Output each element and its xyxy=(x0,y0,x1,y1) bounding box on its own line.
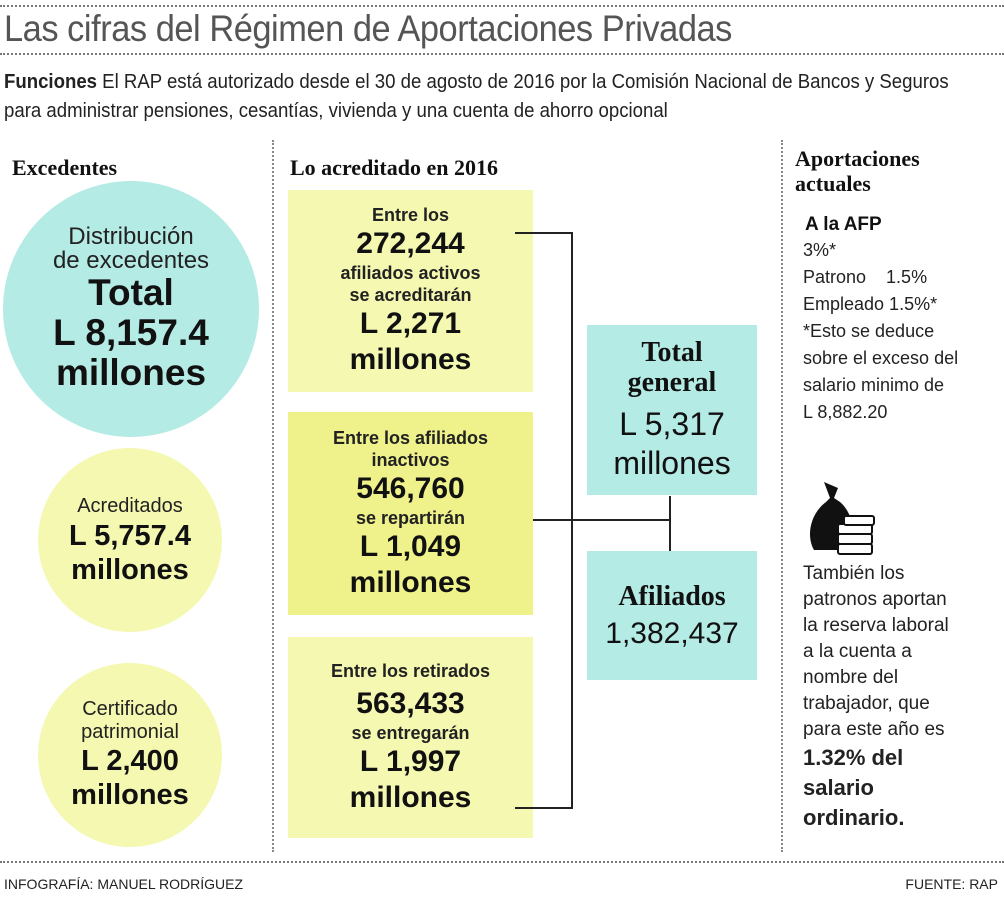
afp-line: salario minimo de xyxy=(803,375,945,395)
total-general-box: Total general L 5,317 millones xyxy=(587,325,757,495)
box-unit: millones xyxy=(349,565,472,599)
note-line: patronos aportan xyxy=(803,589,947,610)
note-highlight: salario xyxy=(803,775,874,800)
credit: INFOGRAFÍA: MANUEL RODRÍGUEZ xyxy=(4,876,244,892)
certificado-circle: Certificado patrimonial L 2,400 millones xyxy=(38,663,222,847)
total-label: Total xyxy=(88,272,174,313)
acreditados-unit: millones xyxy=(71,554,189,586)
certificado-label: patrimonial xyxy=(81,721,179,743)
connector-line xyxy=(669,496,671,551)
acreditado-heading: Lo acreditado en 2016 xyxy=(290,155,498,180)
certificado-amount: L 2,400 xyxy=(81,745,179,777)
box-count: 563,433 xyxy=(356,686,465,720)
activos-box: Entre los 272,244 afiliados activos se a… xyxy=(288,190,533,392)
box-intro: Entre los retirados xyxy=(330,660,491,681)
box-amount: L 1,049 xyxy=(359,529,462,563)
note-line: trabajador, que xyxy=(803,693,930,714)
total-amount: L 8,157.4 xyxy=(53,312,209,353)
afp-line: Empleado 1.5%* xyxy=(803,294,938,314)
note-line: a la cuenta a xyxy=(803,641,912,662)
afp-line: L 8,882.20 xyxy=(803,402,888,422)
box-intro: Entre los xyxy=(371,205,450,225)
inactivos-box: Entre los afiliados inactivos 546,760 se… xyxy=(288,412,533,615)
acreditados-amount: L 5,757.4 xyxy=(68,520,191,552)
afp-line: sobre el exceso del xyxy=(803,348,959,368)
box-desc: afiliados activos xyxy=(340,263,481,283)
page-title: Las cifras del Régimen de Aportaciones P… xyxy=(4,8,732,49)
excedentes-heading: Excedentes xyxy=(12,155,118,180)
reserva-laboral-note: También los patronos aportan la reserva … xyxy=(803,561,949,833)
divider xyxy=(0,861,1004,863)
aportaciones-heading: Aportaciones xyxy=(795,146,920,171)
note-highlight: ordinario. xyxy=(803,805,905,830)
box-unit: millones xyxy=(349,343,472,376)
note-line: nombre del xyxy=(803,667,899,688)
distribucion-circle: Distribución de excedentes Total L 8,157… xyxy=(3,181,259,437)
box-desc: se acreditarán xyxy=(349,285,472,305)
box-intro: Entre los afiliados xyxy=(332,427,489,448)
afiliados-count: 1,382,437 xyxy=(605,616,739,650)
column-divider xyxy=(272,140,274,852)
intro-label: Funciones xyxy=(4,71,98,93)
note-highlight: 1.32% del xyxy=(803,745,904,770)
distribucion-label: de excedentes xyxy=(52,247,210,274)
afiliados-box: Afiliados 1,382,437 xyxy=(587,551,757,680)
box-desc: se entregarán xyxy=(351,722,470,743)
total-general-unit: millones xyxy=(613,445,731,481)
acreditados-label: Acreditados xyxy=(77,495,183,517)
source: FUENTE: RAP xyxy=(905,876,998,892)
afp-label: A la AFP xyxy=(805,214,882,235)
total-general-label: Total xyxy=(641,337,703,368)
afiliados-label: Afiliados xyxy=(618,580,726,612)
box-count: 272,244 xyxy=(356,227,465,260)
box-unit: millones xyxy=(349,780,472,814)
certificado-unit: millones xyxy=(71,779,189,811)
afp-details: 3%* Patrono 1.5% Empleado 1.5%* *Esto se… xyxy=(803,237,958,426)
total-general-label: general xyxy=(627,367,717,398)
intro-text: El RAP está autorizado desde el 30 de ag… xyxy=(4,71,949,122)
total-unit: millones xyxy=(55,352,207,393)
intro-paragraph: Funciones El RAP está autorizado desde e… xyxy=(4,68,990,126)
box-amount: L 1,997 xyxy=(359,744,462,778)
afp-line: Patrono 1.5% xyxy=(803,267,928,287)
column-divider xyxy=(781,140,783,852)
box-desc: se repartirán xyxy=(355,507,466,528)
money-bag-icon xyxy=(810,482,875,555)
box-count: 546,760 xyxy=(356,471,465,505)
certificado-label: Certificado xyxy=(82,698,178,720)
bracket-line xyxy=(515,232,573,234)
note-line: También los xyxy=(803,563,905,584)
retirados-box: Entre los retirados 563,433 se entregará… xyxy=(288,637,533,838)
bracket-line xyxy=(515,807,573,809)
distribucion-label: Distribución xyxy=(68,223,194,250)
acreditados-circle: Acreditados L 5,757.4 millones xyxy=(38,448,222,632)
box-amount: L 2,271 xyxy=(359,307,462,340)
note-line: la reserva laboral xyxy=(803,615,949,636)
total-general-amount: L 5,317 xyxy=(619,406,725,442)
afp-line: *Esto se deduce xyxy=(803,321,935,341)
afp-line: 3%* xyxy=(803,240,837,260)
note-line: para este año es xyxy=(803,719,945,740)
aportaciones-heading: actuales xyxy=(795,171,871,196)
box-intro: inactivos xyxy=(371,449,450,470)
connector-line xyxy=(533,519,671,521)
divider xyxy=(0,5,1004,7)
divider xyxy=(0,53,1004,55)
